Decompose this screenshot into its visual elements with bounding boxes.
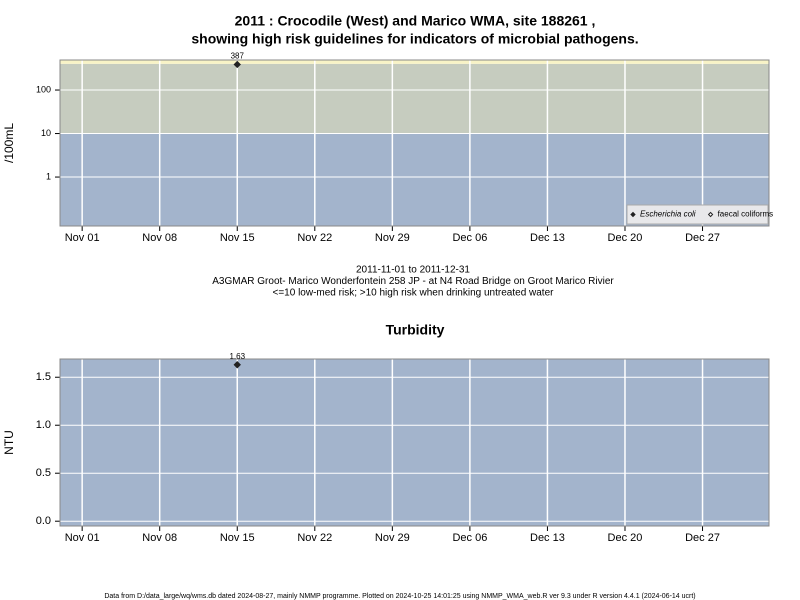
x-tick-label: Dec 13 [530,232,565,244]
note: A3GMAR Groot- Marico Wonderfontein 258 J… [212,276,614,287]
x-tick-label: Nov 22 [297,232,332,244]
plot-frame [59,59,770,227]
x-tick-label: Nov 29 [375,532,410,544]
footer: Data from D:/data_large/wq/wms.db dated … [104,593,695,600]
chart-title: 2011 : Crocodile (West) and Marico WMA, … [235,13,596,29]
data-label: 387 [231,52,245,61]
legend-marker [630,211,636,218]
y-tick-label: 1.0 [36,419,51,431]
x-tick-label: Dec 13 [530,532,565,544]
x-tick-label: Nov 15 [220,532,255,544]
x-tick-label: Dec 20 [608,532,643,544]
x-tick-label: Dec 06 [452,232,487,244]
y-tick-label: 1 [46,171,51,181]
x-tick-label: Nov 01 [65,232,100,244]
legend-marker [707,211,714,218]
band [60,359,769,526]
note: 2011-11-01 to 2011-12-31 [356,265,470,276]
x-tick-label: Nov 08 [142,532,177,544]
x-tick-label: Nov 29 [375,232,410,244]
band [60,60,769,64]
x-tick-label: Nov 01 [65,532,100,544]
chart-title: Turbidity [386,322,445,338]
y-tick-label: 1.5 [36,371,51,383]
x-tick-label: Nov 22 [297,532,332,544]
y-tick-label: 0.0 [36,515,51,527]
y-axis-label: /100mL [2,123,16,163]
data-label: 1.63 [229,352,245,361]
legend [626,204,769,225]
note: <=10 low-med risk; >10 high risk when dr… [273,288,555,299]
point [233,60,241,69]
y-tick-label: 0.5 [36,467,51,479]
y-tick-label: 100 [36,84,51,94]
legend-label: Escherichia coli [640,210,696,219]
x-tick-label: Nov 08 [142,232,177,244]
y-tick-label: 10 [41,128,51,138]
x-tick-label: Nov 15 [220,232,255,244]
chart-title: showing high risk guidelines for indicat… [191,31,638,47]
legend-label: faecal coliforms [718,210,774,219]
x-tick-label: Dec 06 [452,532,487,544]
x-tick-label: Dec 27 [685,232,720,244]
point [233,361,241,369]
x-tick-label: Dec 20 [608,232,643,244]
y-axis-label: NTU [2,430,16,455]
plot-frame [59,358,770,527]
band [60,63,769,134]
x-tick-label: Dec 27 [685,532,720,544]
